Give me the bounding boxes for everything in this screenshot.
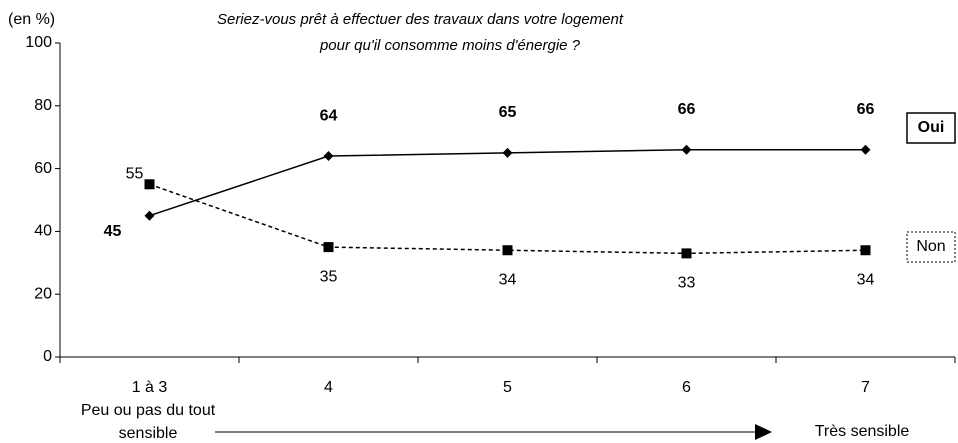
title-line: pour qu'il consomme moins d'énergie ? xyxy=(319,37,581,54)
data-label: 34 xyxy=(499,271,517,288)
title-line: Seriez-vous prêt à effectuer des travaux… xyxy=(217,11,624,28)
legend-box xyxy=(906,112,956,144)
y-tick-label: 60 xyxy=(34,160,52,177)
data-label: 35 xyxy=(320,268,338,285)
annotation: Peu ou pas du tout xyxy=(81,402,216,419)
point xyxy=(323,151,334,162)
annotation: Très sensible xyxy=(815,423,910,440)
y-tick-label: 80 xyxy=(34,97,52,114)
point xyxy=(144,179,155,190)
legend-label: Oui xyxy=(918,119,945,136)
point xyxy=(681,248,692,259)
point xyxy=(502,245,513,256)
y-tick-label: 0 xyxy=(43,348,52,365)
point xyxy=(860,245,871,256)
data-label: 33 xyxy=(678,275,696,292)
data-label: 45 xyxy=(104,223,122,240)
data-label: 66 xyxy=(678,101,696,118)
y-tick-label: 20 xyxy=(34,285,52,302)
annotation: sensible xyxy=(119,425,178,442)
data-label: 65 xyxy=(499,104,517,121)
arrow-head xyxy=(755,424,772,440)
data-label: 34 xyxy=(857,271,875,288)
y-tick-label: 100 xyxy=(25,34,52,51)
point xyxy=(323,242,334,253)
data-label: 64 xyxy=(320,107,338,124)
point xyxy=(502,147,513,158)
x-tick-label: 4 xyxy=(324,379,333,396)
y-tick-label: 40 xyxy=(34,223,52,240)
point xyxy=(860,144,871,155)
x-tick-label: 7 xyxy=(861,379,870,396)
data-label: 66 xyxy=(857,101,875,118)
x-tick-label: 5 xyxy=(503,379,512,396)
point xyxy=(144,210,155,221)
legend-box xyxy=(906,231,956,263)
legend-label: Non xyxy=(916,238,945,255)
x-tick-label: 1 à 3 xyxy=(132,379,168,396)
point xyxy=(681,144,692,155)
y-unit: (en %) xyxy=(8,11,55,28)
x-tick-label: 6 xyxy=(682,379,691,396)
series-line xyxy=(149,149,866,217)
series-line xyxy=(149,183,866,255)
data-label: 55 xyxy=(126,166,144,183)
